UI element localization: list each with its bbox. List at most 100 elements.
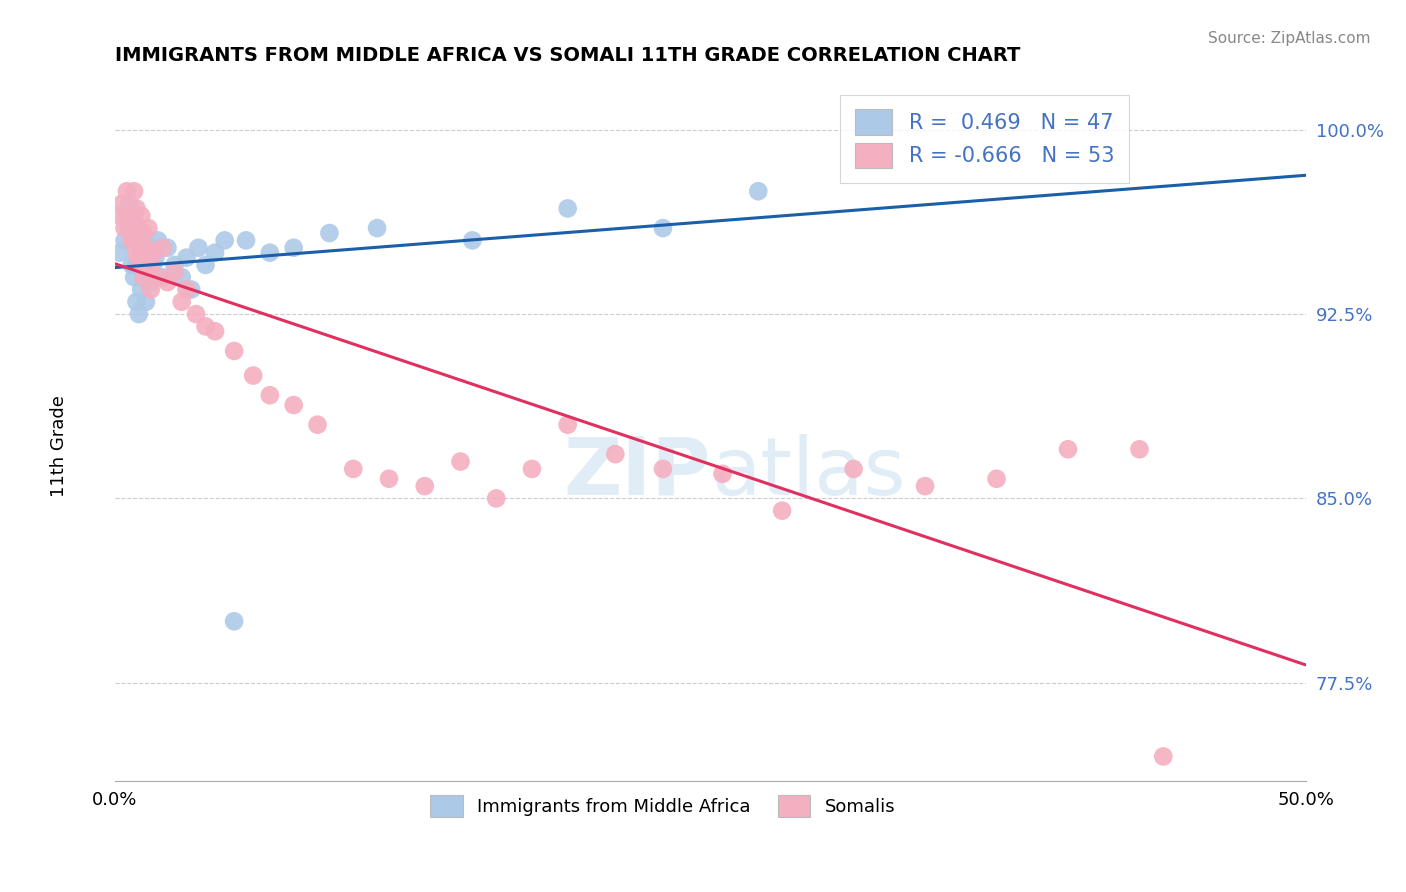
Point	[122, 184, 145, 198]
Point	[128, 258, 150, 272]
Point	[139, 283, 162, 297]
Point	[413, 479, 436, 493]
Text: atlas: atlas	[710, 434, 905, 512]
Point	[652, 221, 675, 235]
Point	[152, 241, 174, 255]
Point	[242, 368, 264, 383]
Point	[318, 226, 340, 240]
Point	[557, 417, 579, 432]
Point	[111, 196, 134, 211]
Point	[129, 245, 152, 260]
Point	[194, 258, 217, 272]
Point	[114, 233, 136, 247]
Text: Source: ZipAtlas.com: Source: ZipAtlas.com	[1208, 31, 1371, 46]
Point	[342, 462, 364, 476]
Point	[132, 270, 155, 285]
Point	[450, 454, 472, 468]
Point	[135, 241, 157, 255]
Point	[187, 241, 209, 255]
Point	[259, 245, 281, 260]
Point	[129, 258, 152, 272]
Point	[176, 283, 198, 297]
Point	[132, 270, 155, 285]
Point	[1128, 442, 1150, 457]
Point	[184, 307, 207, 321]
Point	[842, 462, 865, 476]
Point	[121, 221, 143, 235]
Point	[118, 209, 141, 223]
Point	[770, 504, 793, 518]
Point	[115, 184, 138, 198]
Point	[747, 184, 769, 198]
Point	[138, 265, 160, 279]
Point	[366, 221, 388, 235]
Point	[146, 233, 169, 247]
Text: 11th Grade: 11th Grade	[51, 395, 67, 497]
Point	[125, 245, 148, 260]
Point	[170, 270, 193, 285]
Point	[204, 245, 226, 260]
Point	[142, 258, 165, 272]
Point	[139, 258, 162, 272]
Point	[145, 251, 167, 265]
Point	[125, 221, 148, 235]
Point	[125, 258, 148, 272]
Point	[461, 233, 484, 247]
Point	[108, 245, 131, 260]
Point	[118, 221, 141, 235]
Point	[139, 241, 162, 255]
Point	[557, 202, 579, 216]
Point	[115, 209, 138, 223]
Point	[180, 283, 202, 297]
Point	[139, 275, 162, 289]
Point	[156, 275, 179, 289]
Point	[121, 226, 143, 240]
Point	[914, 479, 936, 493]
Point	[235, 233, 257, 247]
Legend: Immigrants from Middle Africa, Somalis: Immigrants from Middle Africa, Somalis	[423, 788, 903, 824]
Point	[128, 221, 150, 235]
Point	[176, 251, 198, 265]
Point	[1152, 749, 1174, 764]
Point	[163, 258, 186, 272]
Point	[132, 233, 155, 247]
Point	[986, 472, 1008, 486]
Point	[170, 294, 193, 309]
Point	[135, 251, 157, 265]
Point	[121, 233, 143, 247]
Point	[122, 270, 145, 285]
Point	[156, 241, 179, 255]
Point	[132, 226, 155, 240]
Point	[135, 294, 157, 309]
Point	[214, 233, 236, 247]
Point	[283, 241, 305, 255]
Text: ZIP: ZIP	[564, 434, 710, 512]
Point	[283, 398, 305, 412]
Point	[224, 614, 246, 628]
Point	[122, 209, 145, 223]
Point	[163, 265, 186, 279]
Point	[118, 196, 141, 211]
Point	[122, 233, 145, 247]
Point	[125, 202, 148, 216]
Point	[378, 472, 401, 486]
Point	[128, 307, 150, 321]
Point	[125, 294, 148, 309]
Point	[259, 388, 281, 402]
Point	[129, 209, 152, 223]
Point	[1057, 442, 1080, 457]
Point	[142, 245, 165, 260]
Point	[128, 251, 150, 265]
Point	[121, 258, 143, 272]
Point	[485, 491, 508, 506]
Point	[129, 283, 152, 297]
Point	[204, 324, 226, 338]
Point	[108, 209, 131, 223]
Point	[652, 462, 675, 476]
Point	[114, 221, 136, 235]
Text: IMMIGRANTS FROM MIDDLE AFRICA VS SOMALI 11TH GRADE CORRELATION CHART: IMMIGRANTS FROM MIDDLE AFRICA VS SOMALI …	[115, 46, 1021, 65]
Point	[194, 319, 217, 334]
Point	[152, 270, 174, 285]
Point	[128, 221, 150, 235]
Point	[605, 447, 627, 461]
